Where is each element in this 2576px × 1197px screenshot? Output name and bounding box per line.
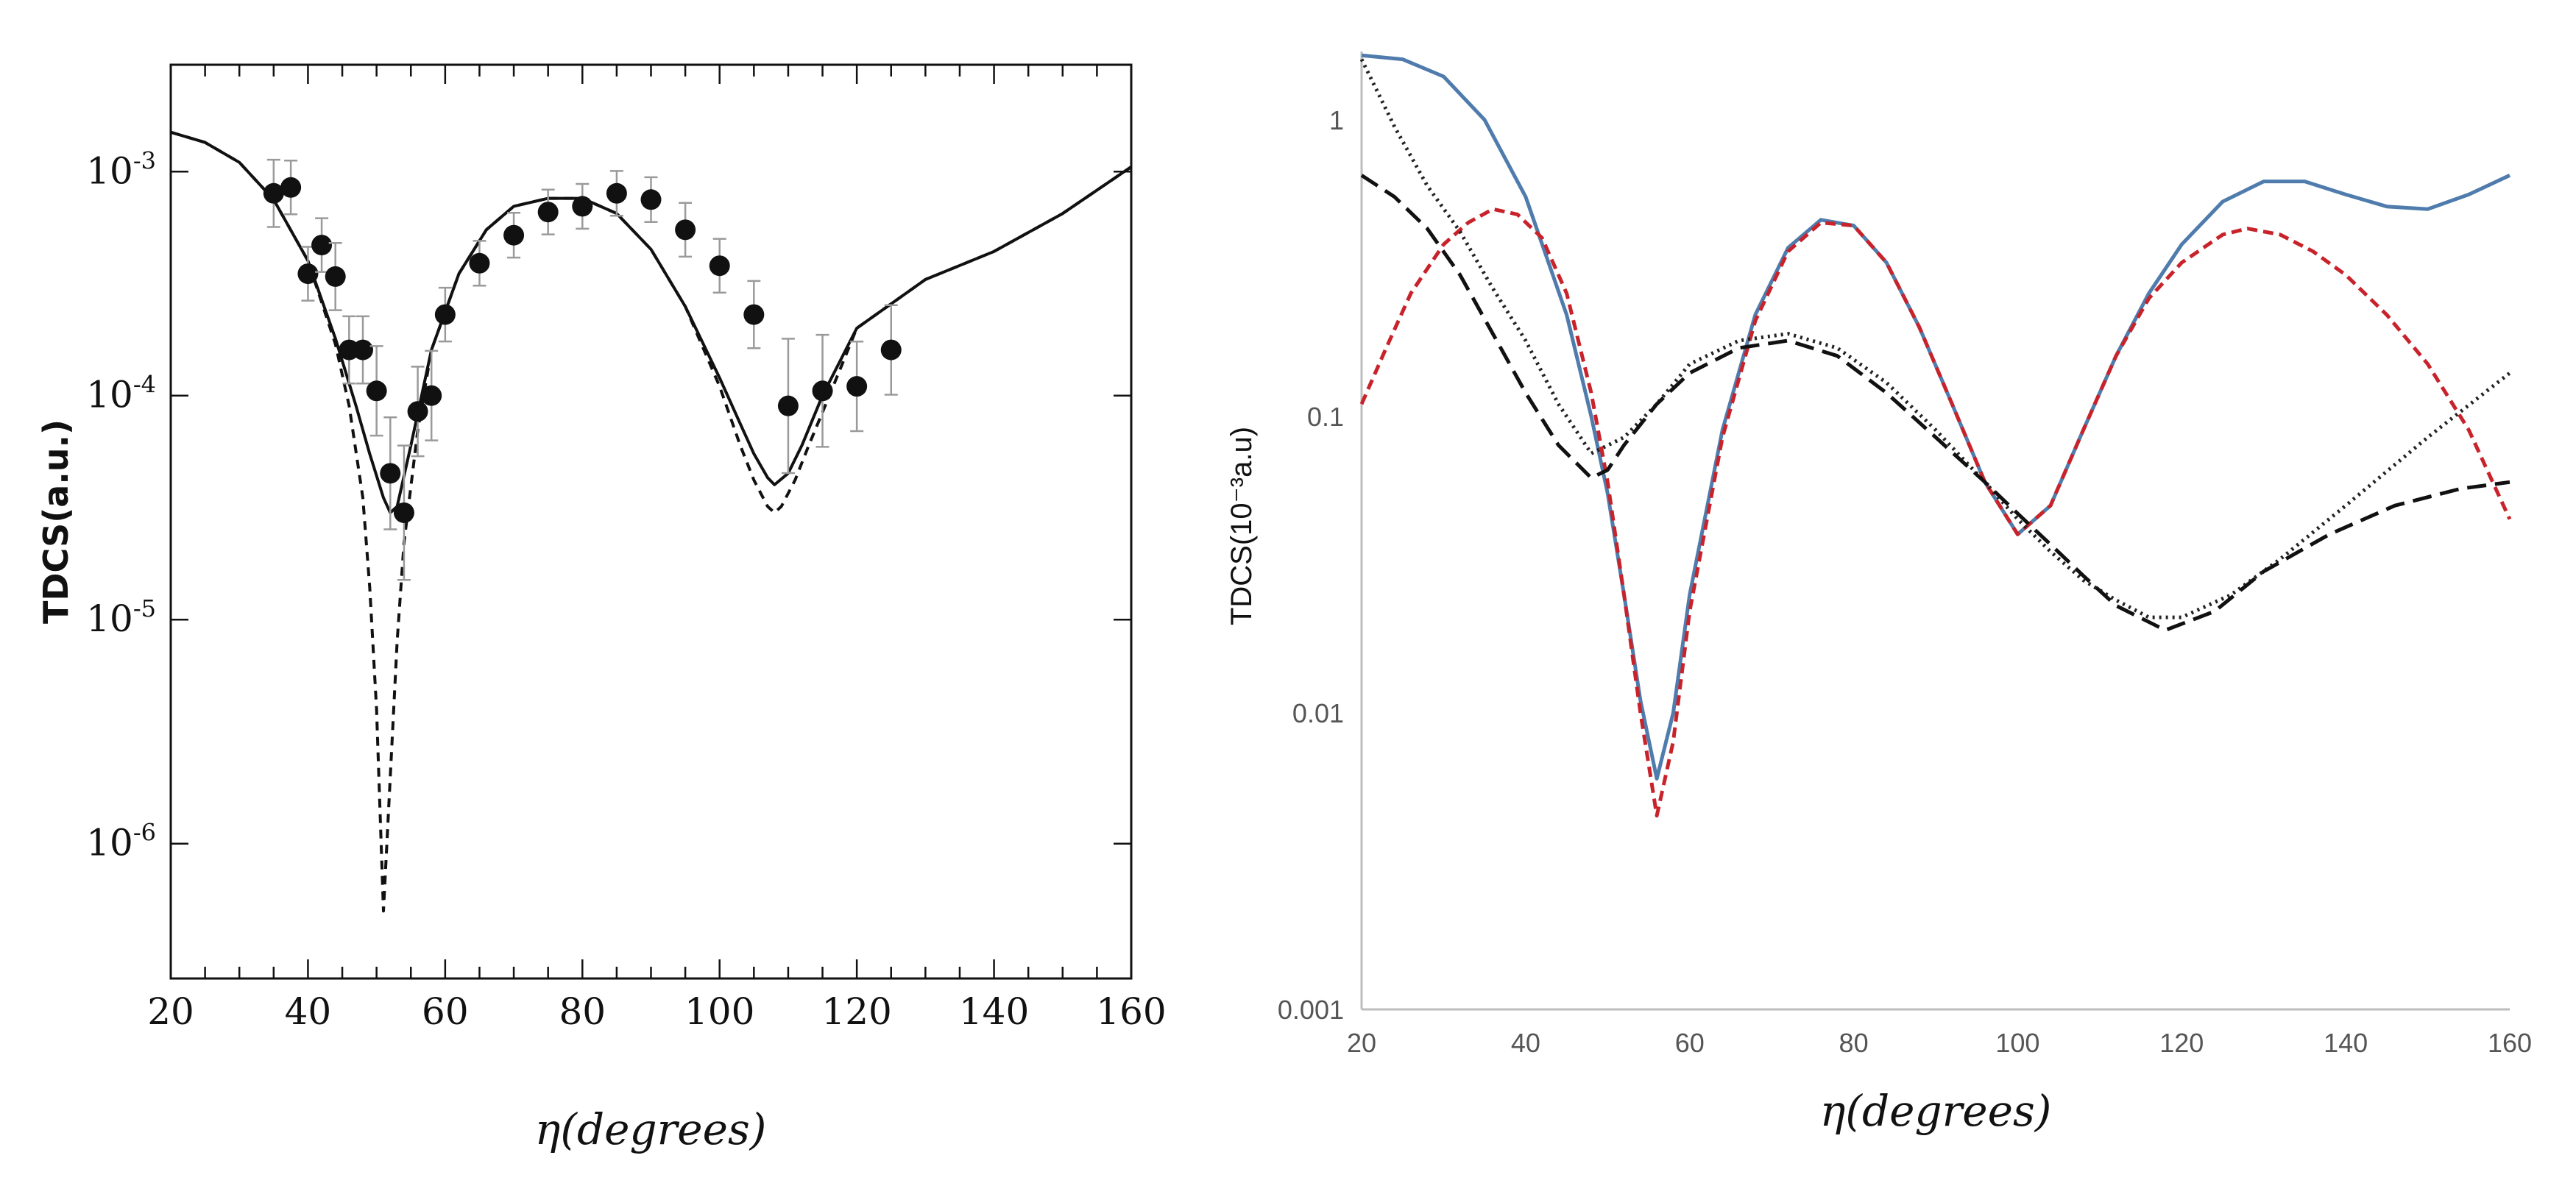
left-data-point (434, 304, 456, 325)
left-data-point (880, 339, 902, 360)
right-y-tick-label: 1 (1329, 105, 1344, 135)
right-y-axis-label: TDCS(10⁻³a.u) (1225, 427, 1258, 625)
left-data-point (280, 177, 302, 198)
right-y-tick-label: 0.1 (1307, 402, 1344, 432)
right-chart: 20 40 60 80 100 120 140 160 0.001 0.01 0.1 1 TDCS(… (1225, 51, 2532, 1136)
left-x-axis-label: η(degrees) (535, 1104, 767, 1154)
left-data-point (503, 224, 525, 246)
right-y-tick-label: 0.01 (1292, 698, 1344, 728)
left-data-point (640, 189, 662, 210)
left-y-axis-label: TDCS(a.u.) (36, 419, 76, 624)
left-x-tick-label: 100 (684, 990, 754, 1033)
right-y-ticks: 0.001 0.01 0.1 1 (1278, 105, 1344, 1025)
left-data-point (421, 385, 442, 406)
left-data-point (469, 252, 490, 274)
right-x-tick-label: 100 (1995, 1028, 2039, 1058)
right-x-tick-label: 40 (1511, 1028, 1540, 1058)
right-x-tick-label: 80 (1839, 1028, 1869, 1058)
left-y-tick-label: 10-6 (86, 819, 156, 864)
left-data-point (812, 380, 833, 402)
right-series-black-dotted (1359, 58, 2511, 619)
left-x-tick-label: 20 (147, 990, 194, 1033)
left-data-point (743, 304, 765, 325)
left-experiment-points (263, 158, 902, 581)
left-x-tick-label: 160 (1096, 990, 1166, 1033)
left-data-point (393, 502, 414, 523)
right-x-ticks: 20 40 60 80 100 120 140 160 (1347, 1028, 2532, 1058)
left-data-point (675, 219, 696, 241)
left-y-ticks: 10-6 10-5 10-4 10-3 (86, 146, 1131, 864)
left-data-point (777, 395, 799, 416)
left-chart: 20 40 60 80 100 120 140 160 10-6 10-5 10-4 10-3 TD… (36, 63, 1167, 1154)
left-data-point (325, 266, 346, 287)
right-y-tick-label: 0.001 (1278, 995, 1344, 1025)
left-data-point (297, 263, 319, 285)
left-data-point (572, 196, 593, 217)
right-x-tick-label: 120 (2159, 1028, 2204, 1058)
right-x-tick-label: 140 (2324, 1028, 2368, 1058)
left-data-point (366, 380, 387, 402)
right-series-red-short-dash (1359, 207, 2512, 818)
left-data-point (311, 235, 333, 256)
left-data-point (537, 202, 559, 223)
right-series-blue-solid (1361, 53, 2511, 781)
right-x-tick-label: 160 (2488, 1028, 2532, 1058)
right-series-black-long-dash (1360, 174, 2510, 633)
left-data-point (380, 463, 401, 484)
left-series-dashed (170, 130, 1133, 913)
right-x-tick-label: 20 (1347, 1028, 1376, 1058)
right-x-axis-label: η(degrees) (1820, 1086, 2052, 1136)
left-data-point (353, 339, 373, 360)
left-data-point (606, 182, 627, 204)
left-x-tick-label: 120 (821, 990, 891, 1033)
left-data-point (709, 255, 730, 277)
right-series (1359, 53, 2512, 818)
left-y-tick-label: 10-3 (86, 146, 156, 192)
left-y-tick-label: 10-5 (86, 594, 156, 640)
left-x-ticks: 20 40 60 80 100 120 140 160 (147, 65, 1167, 1033)
left-x-tick-label: 80 (559, 990, 606, 1033)
left-data-point (407, 401, 428, 422)
left-y-tick-label: 10-4 (86, 371, 156, 416)
left-x-tick-label: 60 (422, 990, 469, 1033)
left-data-point (263, 182, 284, 204)
left-x-tick-label: 40 (285, 990, 332, 1033)
left-data-point (846, 376, 868, 397)
left-x-tick-label: 140 (959, 990, 1029, 1033)
right-x-tick-label: 60 (1675, 1028, 1705, 1058)
left-series (170, 130, 1133, 913)
